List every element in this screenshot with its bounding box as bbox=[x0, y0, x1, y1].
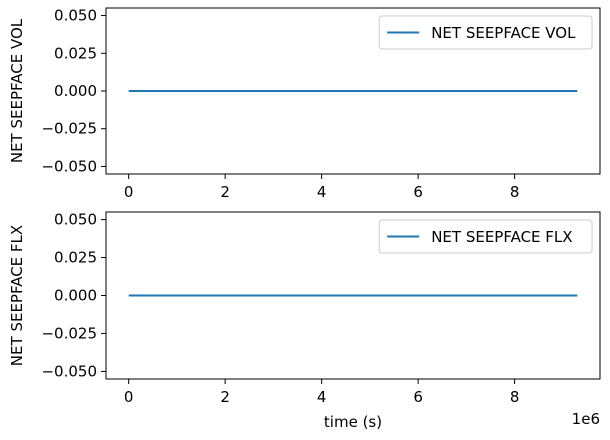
x-tick-label: 2 bbox=[220, 183, 230, 201]
y-tick-label: 0.025 bbox=[54, 44, 97, 62]
legend-box bbox=[378, 15, 593, 50]
y-axis-label: NET SEEPFACE VOL bbox=[8, 18, 26, 163]
x-tick-label: 4 bbox=[317, 183, 327, 201]
subplot-2: 0 2 4 6 8 −0.050 −0.025 0.000 0.025 0.050 NET SEEP… bbox=[8, 211, 601, 431]
legend-label: NET SEEPFACE VOL bbox=[431, 24, 576, 42]
y-tick-label: −0.025 bbox=[41, 120, 97, 138]
legend-label: NET SEEPFACE FLX bbox=[431, 228, 572, 246]
x-tick-label: 6 bbox=[413, 388, 423, 406]
subplot-1: 0 2 4 6 8 −0.050 −0.025 0.000 0.025 0.050 NET SEEP… bbox=[8, 7, 601, 201]
y-tick-label: −0.025 bbox=[41, 324, 97, 342]
legend: NET SEEPFACE VOL bbox=[378, 15, 593, 50]
x-tick-label: 6 bbox=[413, 183, 423, 201]
y-tick-label: 0.050 bbox=[54, 211, 97, 229]
x-tick-label: 8 bbox=[510, 388, 520, 406]
y-axis-label: NET SEEPFACE FLX bbox=[8, 225, 26, 366]
legend: NET SEEPFACE FLX bbox=[378, 219, 593, 254]
x-tick-label: 8 bbox=[510, 183, 520, 201]
x-offset-label: 1e6 bbox=[572, 410, 600, 428]
y-tick-label: 0.025 bbox=[54, 249, 97, 267]
y-tick-label: 0.000 bbox=[54, 287, 97, 305]
y-tick-label: −0.050 bbox=[41, 157, 97, 175]
y-tick-label: −0.050 bbox=[41, 362, 97, 380]
y-tick-label: 0.000 bbox=[54, 82, 97, 100]
x-axis-label: time (s) bbox=[324, 413, 382, 431]
x-tick-label: 2 bbox=[220, 388, 230, 406]
x-tick-label: 0 bbox=[124, 388, 134, 406]
y-tick-label: 0.050 bbox=[54, 7, 97, 25]
x-tick-label: 0 bbox=[124, 183, 134, 201]
x-tick-label: 4 bbox=[317, 388, 327, 406]
legend-box bbox=[378, 219, 593, 254]
